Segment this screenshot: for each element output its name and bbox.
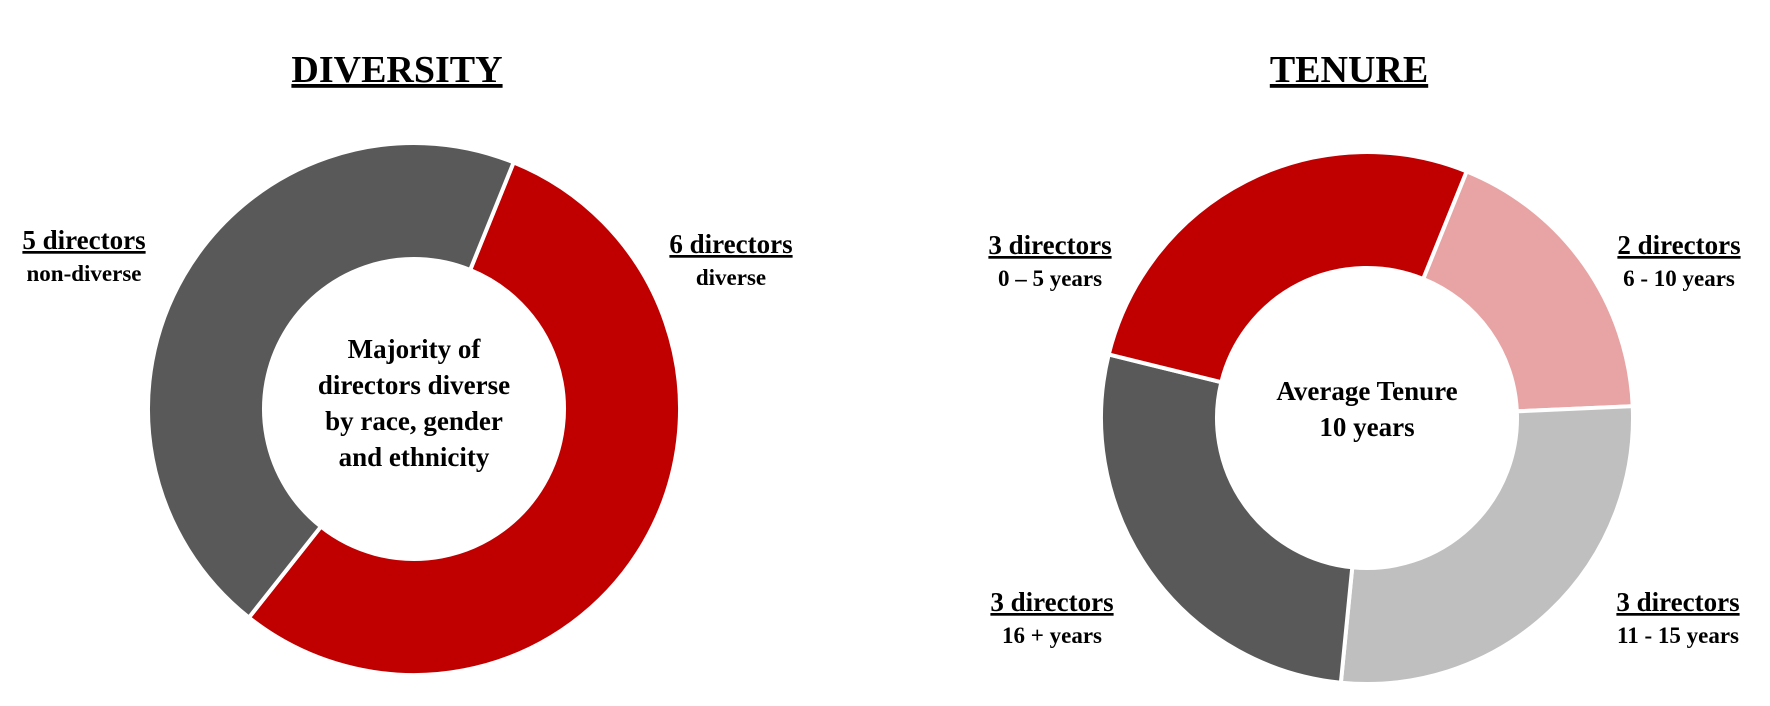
diversity-slice-0-label: 6 directors <box>669 229 792 259</box>
diversity-center-line-2: by race, gender <box>325 406 503 436</box>
tenure-slice-0-sublabel: 6 - 10 years <box>1623 266 1735 291</box>
diversity-labels: 6 directors diverse 5 directors non-diverse <box>22 225 792 290</box>
diversity-slice-0-sublabel: diverse <box>696 265 766 290</box>
tenure-slice-0 <box>1420 168 1635 414</box>
tenure-slice-1 <box>1338 404 1635 686</box>
tenure-slice-0-label: 2 directors <box>1617 230 1740 260</box>
tenure-chart-title: TENURE <box>1270 49 1428 91</box>
tenure-chart: TENURE Average Tenure 10 years 2 director… <box>988 49 1741 686</box>
diversity-center-line-0: Majority of <box>348 334 482 364</box>
diversity-slice-0 <box>246 159 682 677</box>
diversity-slices <box>146 141 682 677</box>
diversity-center-text: Majority of directors diverse by race, gen… <box>318 334 510 472</box>
tenure-center-line-1: 10 years <box>1319 412 1414 442</box>
diversity-center-line-3: and ethnicity <box>339 442 490 472</box>
tenure-slice-2-sublabel: 16 + years <box>1002 623 1102 648</box>
tenure-slice-2 <box>1099 352 1355 685</box>
tenure-slice-2-label: 3 directors <box>990 587 1113 617</box>
tenure-slice-1-sublabel: 11 - 15 years <box>1617 623 1739 648</box>
tenure-labels: 2 directors 6 - 10 years 3 directors 11 - 1… <box>988 230 1740 648</box>
tenure-slice-3-label: 3 directors <box>988 230 1111 260</box>
tenure-slice-1-label: 3 directors <box>1616 587 1739 617</box>
diversity-slice-1 <box>146 141 517 621</box>
diversity-slice-1-label: 5 directors <box>22 225 145 255</box>
tenure-slice-3 <box>1106 150 1470 385</box>
diversity-center-line-1: directors diverse <box>318 370 510 400</box>
diversity-slice-1-sublabel: non-diverse <box>27 261 142 286</box>
diversity-chart-title: DIVERSITY <box>291 49 502 91</box>
diversity-chart: DIVERSITY Majority of directors diverse by… <box>22 49 793 677</box>
tenure-center-text: Average Tenure 10 years <box>1276 376 1457 442</box>
tenure-center-line-0: Average Tenure <box>1276 376 1457 406</box>
tenure-slice-3-sublabel: 0 – 5 years <box>998 266 1102 291</box>
tenure-slices <box>1099 150 1635 686</box>
